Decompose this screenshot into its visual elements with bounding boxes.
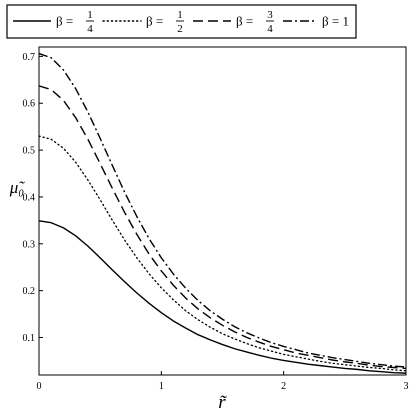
legend-label: β = 1: [322, 14, 349, 29]
y-tick-label: 0.1: [23, 333, 36, 344]
y-axis: 0.1 0.2 0.3 0.4 0.5 0.6 0.7: [23, 52, 43, 344]
x-tick-label: 2: [281, 381, 286, 392]
x-axis: 0 1 2 3: [37, 371, 409, 392]
plot-frame: [38, 46, 407, 376]
series-group: [38, 52, 407, 374]
y-tick-label: 0.5: [23, 146, 36, 157]
legend-fraction-denominator: 4: [87, 23, 93, 35]
x-tick-label: 3: [404, 381, 409, 392]
legend-entry-3: β = 3 4: [193, 9, 274, 35]
legend-fraction-numerator: 1: [177, 9, 183, 21]
x-tick-label: 0: [37, 381, 42, 392]
series-line-2: [38, 135, 407, 372]
legend: β = 1 4 β = 1 2 β = 3 4 β = 1: [6, 4, 357, 39]
legend-fraction-numerator: 1: [87, 9, 93, 21]
legend-label: β =: [56, 14, 73, 29]
y-tick-label: 0.7: [23, 52, 36, 63]
legend-fraction-denominator: 4: [267, 23, 273, 35]
series-line-3: [38, 85, 407, 370]
x-tick-label: 1: [159, 381, 164, 392]
legend-entry-4: β = 1: [283, 14, 349, 29]
series-line-1: [38, 220, 407, 374]
legend-label: β =: [146, 14, 163, 29]
legend-entry-2: β = 1 2: [102, 9, 184, 35]
y-tick-label: 0.6: [23, 99, 36, 110]
x-axis-title: r̃: [218, 392, 227, 413]
legend-fraction-numerator: 3: [267, 9, 273, 21]
y-tick-label: 0.2: [23, 286, 36, 297]
y-tick-label: 0.3: [23, 239, 36, 250]
series-line-4: [38, 52, 407, 368]
legend-entry-1: β = 1 4: [13, 9, 94, 35]
legend-label: β =: [236, 14, 253, 29]
y-tick-label: 0.4: [23, 192, 36, 203]
y-axis-title: μ̃₀: [9, 178, 26, 197]
legend-fraction-denominator: 2: [177, 23, 183, 35]
legend-frame: [6, 4, 357, 39]
